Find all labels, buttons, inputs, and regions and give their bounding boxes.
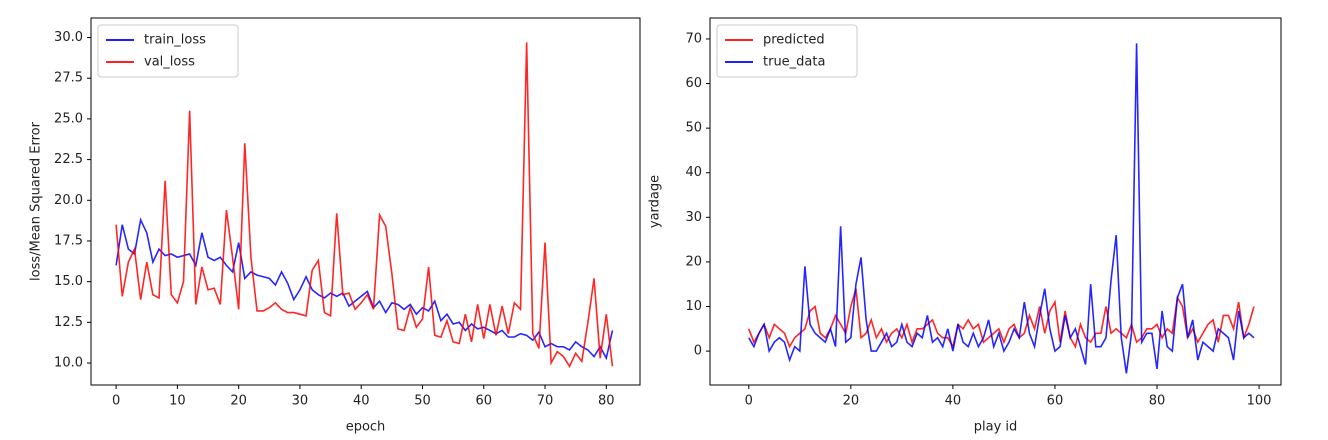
- y-tick-label: 10: [685, 299, 702, 314]
- chart: 0 10 20 30 40 50 60 70 80 10.0 12.5 15.0 17.5 20.0 22.…: [29, 17, 641, 435]
- y-tick-label: 10.0: [54, 356, 83, 371]
- x-tick-label: 0: [745, 394, 753, 409]
- plot-frame: [90, 17, 641, 386]
- x-tick-label: 60: [475, 394, 492, 409]
- y-tick-label: 0: [694, 344, 702, 359]
- y-axis-label: loss/Mean Squared Error: [29, 121, 44, 281]
- x-tick-label: 0: [112, 394, 120, 409]
- legend-label: predicted: [763, 33, 825, 48]
- legend-label: train_loss: [144, 33, 206, 48]
- x-tick-label: 20: [843, 394, 860, 409]
- y-tick-label: 12.5: [54, 315, 83, 330]
- y-tick-label: 30: [685, 210, 702, 225]
- x-tick-label: 30: [292, 394, 309, 409]
- y-tick-label: 20: [685, 254, 702, 269]
- line-series: [748, 43, 1255, 374]
- x-tick-label: 20: [230, 394, 247, 409]
- y-tick-label: 17.5: [54, 233, 83, 248]
- x-axis-label: epoch: [346, 420, 386, 435]
- y-tick-label: 30.0: [54, 30, 83, 45]
- x-tick-label: 40: [945, 394, 962, 409]
- y-tick-label: 22.5: [54, 152, 83, 167]
- y-tick-label: 60: [685, 76, 702, 91]
- legend-label: val_loss: [144, 55, 195, 70]
- line-series: [115, 42, 614, 368]
- x-tick-label: 80: [598, 394, 615, 409]
- y-tick-label: 15.0: [54, 274, 83, 289]
- x-tick-label: 50: [414, 394, 431, 409]
- chart: 0 20 40 60 80 100 0 10 20 30 40 50 60 70 play id yardag…: [648, 17, 1282, 435]
- y-tick-label: 27.5: [54, 71, 83, 86]
- y-tick-label: 40: [685, 165, 702, 180]
- line-series: [748, 288, 1255, 349]
- legend-box: [97, 24, 239, 78]
- x-tick-label: 80: [1149, 394, 1166, 409]
- y-axis-label: yardage: [648, 175, 663, 228]
- x-tick-label: 60: [1047, 394, 1064, 409]
- x-tick-label: 40: [353, 394, 370, 409]
- x-tick-label: 10: [169, 394, 186, 409]
- y-tick-label: 50: [685, 121, 702, 136]
- x-tick-label: 70: [537, 394, 554, 409]
- y-tick-label: 20.0: [54, 193, 83, 208]
- y-tick-label: 70: [685, 31, 702, 46]
- x-tick-label: 100: [1247, 394, 1272, 409]
- y-tick-label: 25.0: [54, 111, 83, 126]
- line-series: [115, 217, 614, 361]
- plot-frame: [709, 17, 1282, 386]
- legend-box: [716, 24, 858, 78]
- x-axis-label: play id: [974, 420, 1018, 435]
- legend-label: true_data: [763, 55, 825, 70]
